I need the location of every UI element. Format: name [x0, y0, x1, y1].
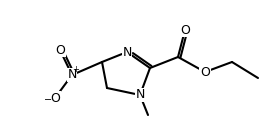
Text: O: O [50, 92, 60, 104]
Text: N: N [135, 88, 145, 102]
Text: N: N [122, 46, 132, 59]
Text: O: O [180, 24, 190, 37]
Text: −: − [44, 95, 52, 105]
Text: +: + [73, 66, 80, 74]
Text: O: O [200, 66, 210, 79]
Text: N: N [67, 68, 77, 81]
Text: O: O [55, 44, 65, 57]
